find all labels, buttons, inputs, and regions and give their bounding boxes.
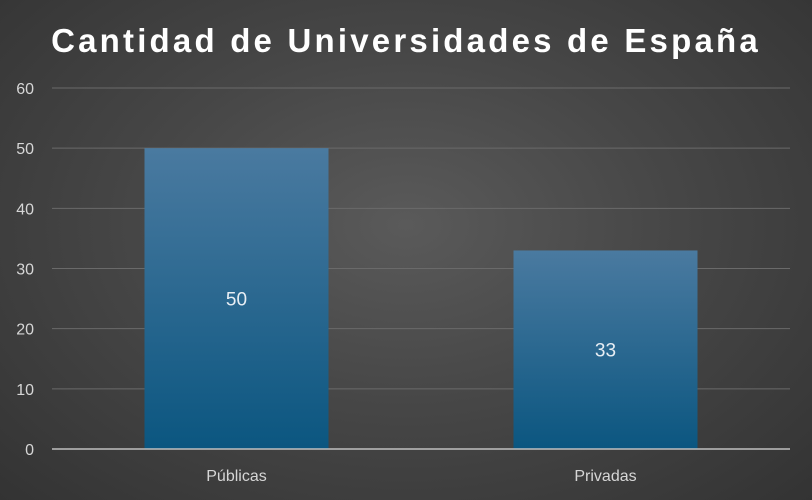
bar-públicas: [144, 148, 329, 449]
chart-title: Cantidad de Universidades de España: [51, 22, 761, 59]
bar-privadas: [513, 250, 698, 449]
x-axis-labels: Públicas Privadas: [206, 468, 636, 485]
x-tick-label: Privadas: [574, 468, 636, 485]
y-tick-label: 30: [16, 262, 34, 279]
bars: [144, 148, 698, 449]
data-label: 33: [595, 341, 616, 362]
y-tick-label: 40: [16, 201, 34, 218]
y-tick-label: 20: [16, 322, 34, 339]
y-tick-label: 50: [16, 141, 34, 158]
y-tick-label: 0: [25, 442, 34, 459]
data-label: 50: [226, 290, 247, 311]
data-labels: 50 33: [226, 290, 616, 362]
y-axis-ticks: 0 10 20 30 40 50 60: [16, 81, 34, 459]
x-tick-label: Públicas: [206, 468, 266, 485]
y-tick-label: 60: [16, 81, 34, 98]
y-tick-label: 10: [16, 382, 34, 399]
